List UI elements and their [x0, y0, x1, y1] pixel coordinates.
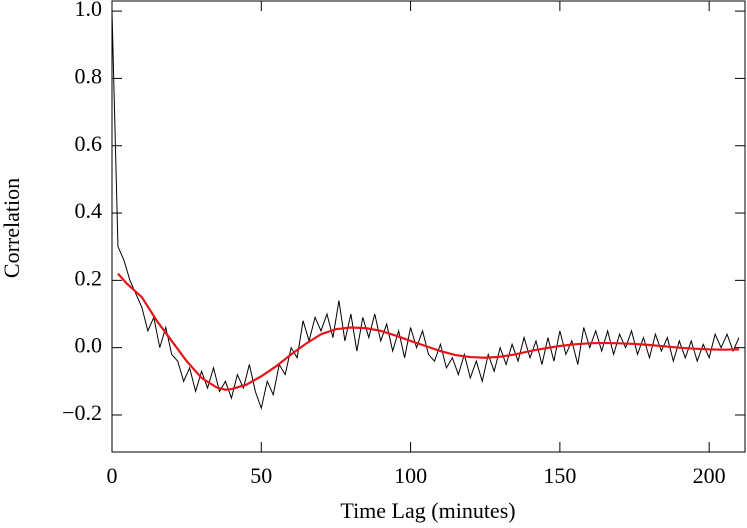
- series-line: [117, 272, 740, 391]
- y-tick-label: 0.2: [75, 265, 103, 290]
- y-tick-label: 0.4: [75, 198, 103, 223]
- plot-frame: [111, 0, 746, 453]
- x-tick-label: 200: [693, 463, 726, 488]
- y-tick-label: 0.8: [75, 63, 103, 88]
- x-tick-label: 0: [107, 463, 118, 488]
- x-tick-label: 50: [250, 463, 272, 488]
- x-tick-label: 100: [394, 463, 427, 488]
- y-tick-label: 0.0: [75, 333, 103, 358]
- x-tick-label: 150: [543, 463, 576, 488]
- y-tick-label: 1.0: [75, 0, 103, 21]
- series-line: [111, 11, 740, 411]
- x-axis-label: Time Lag (minutes): [340, 498, 515, 523]
- y-tick-label: −0.2: [62, 400, 102, 425]
- y-axis-label: Correlation: [0, 178, 24, 278]
- y-tick-label: 0.6: [75, 131, 103, 156]
